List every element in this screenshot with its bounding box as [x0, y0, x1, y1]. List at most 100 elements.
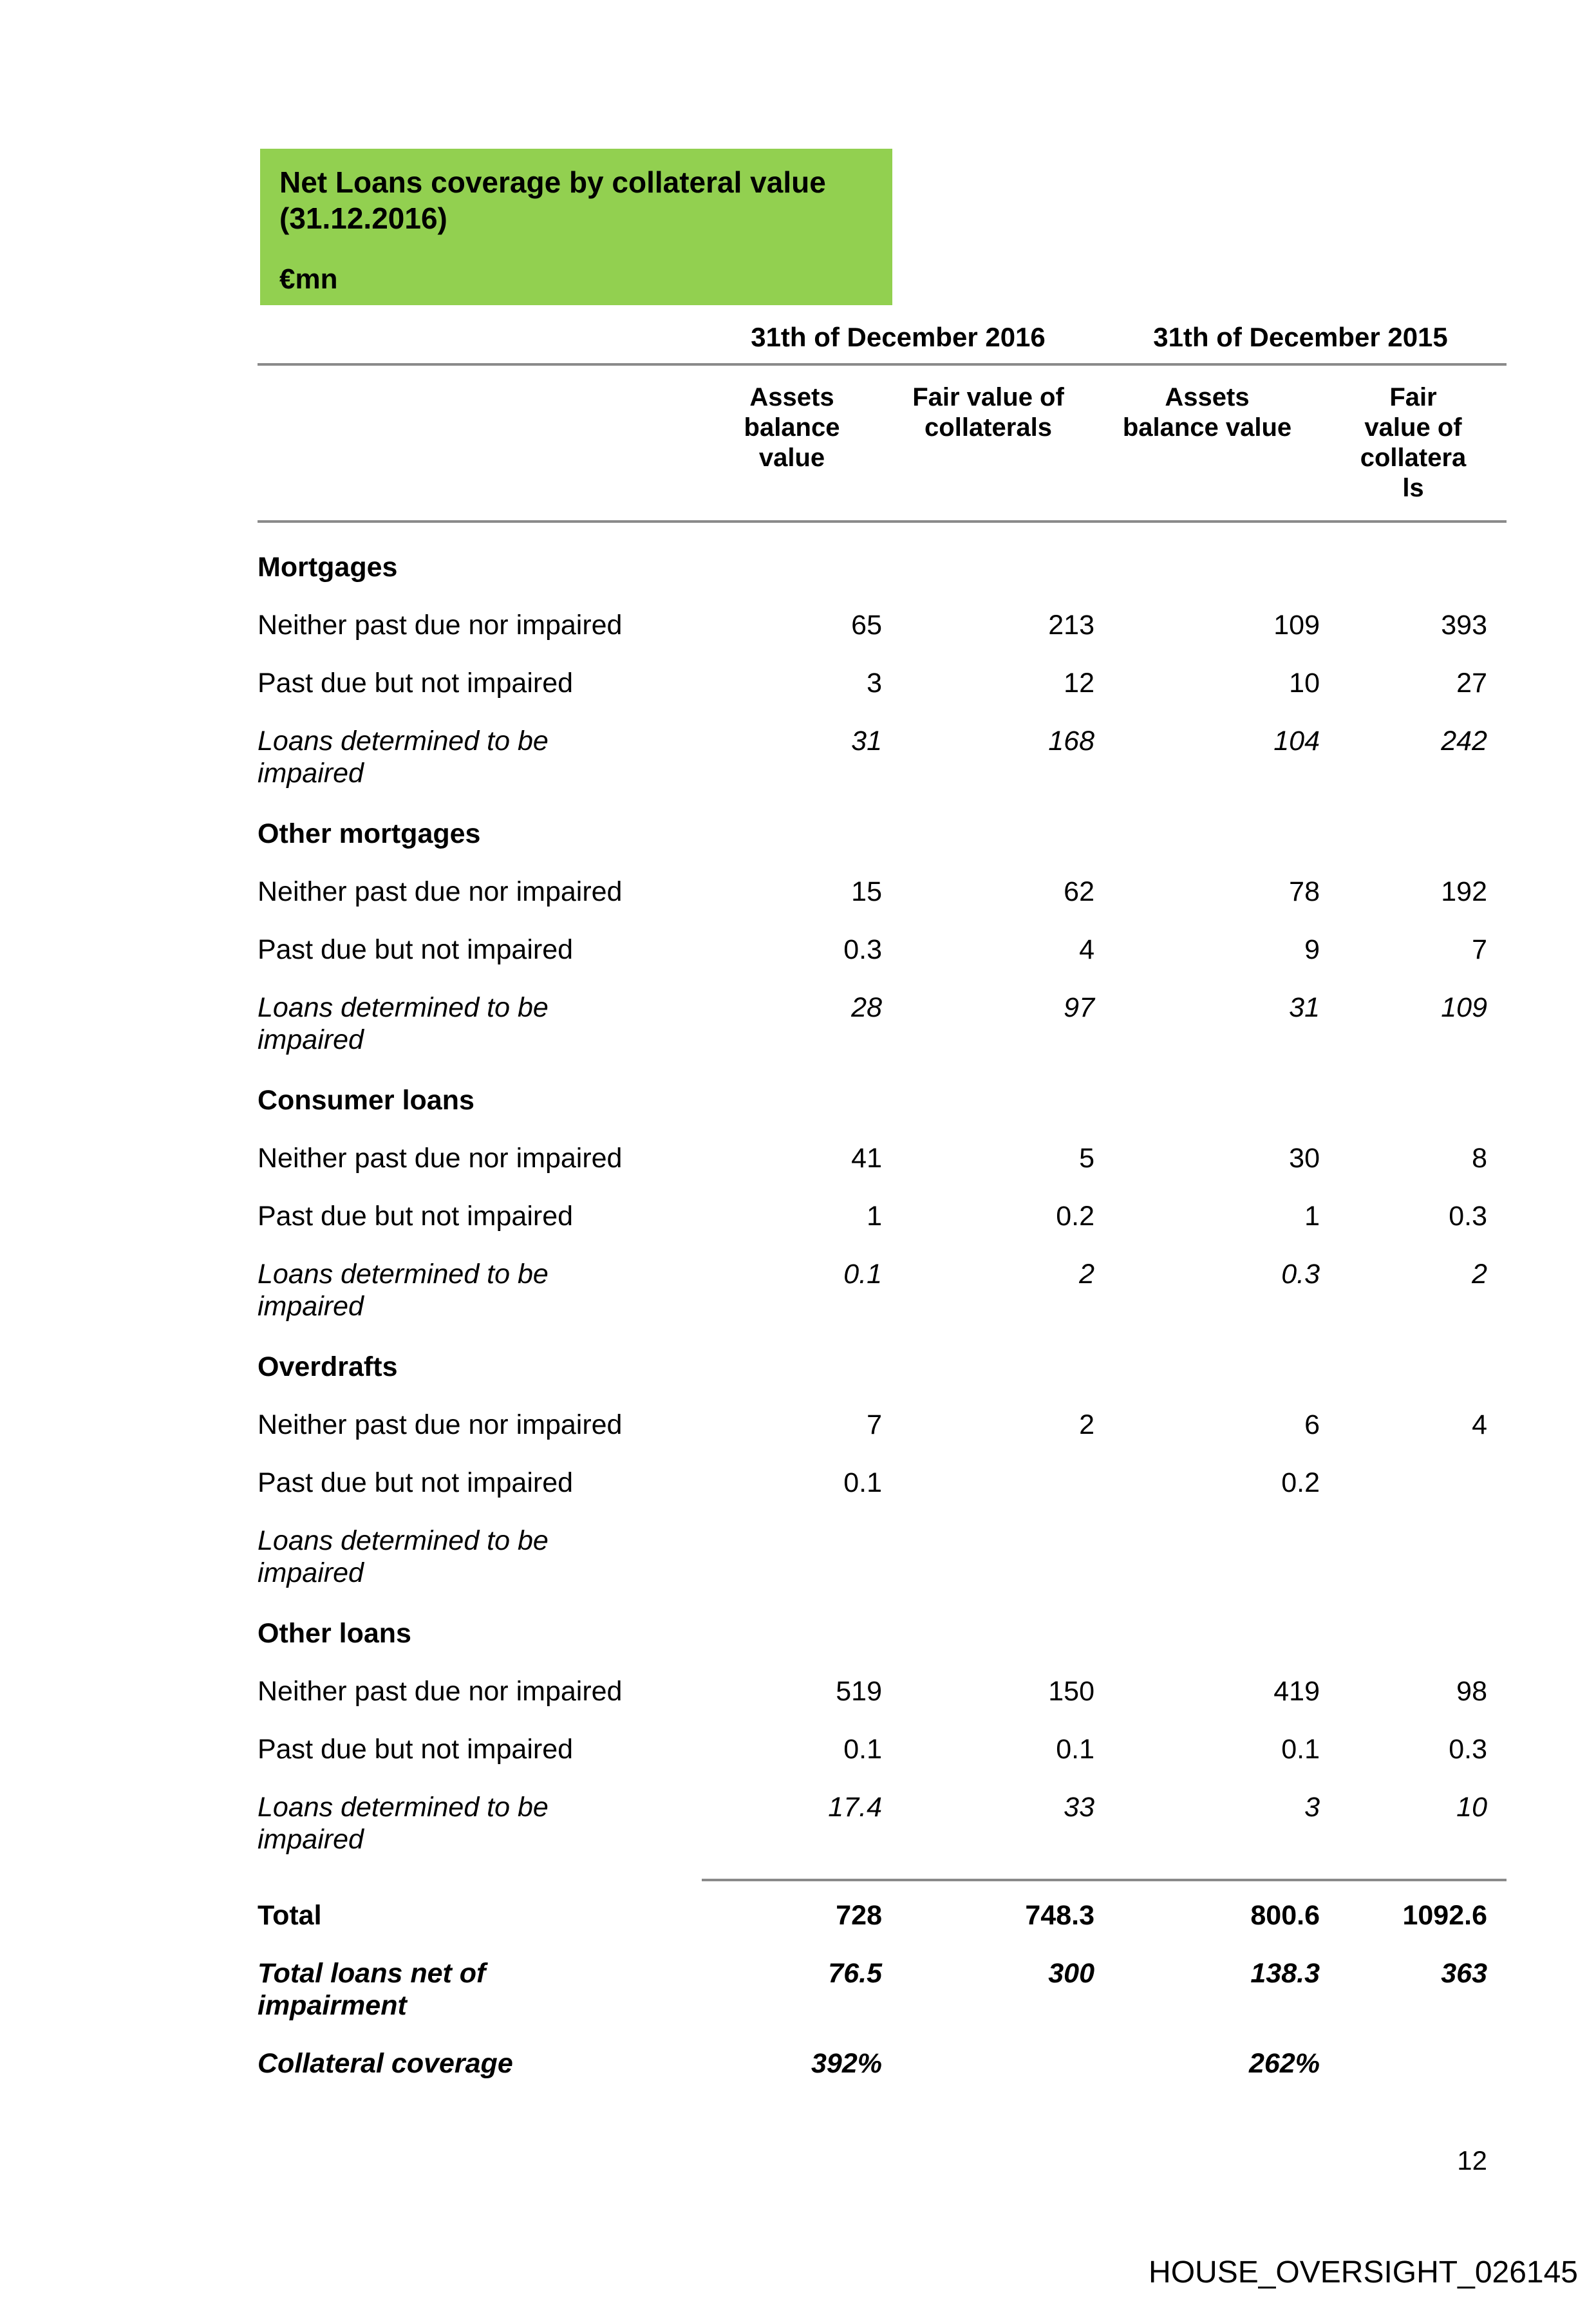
- row-label: Neither past due nor impaired: [258, 1409, 623, 1440]
- row-label: Loans determined to be impaired: [258, 1525, 549, 1588]
- cell-2015-fair: 4: [1472, 1409, 1487, 1440]
- table-row: Loans determined to be impaired 31 168 1…: [258, 725, 1507, 789]
- cell-2016-fair: [882, 1525, 1094, 1589]
- cell-2016-fair: 5: [1079, 1143, 1094, 1174]
- table-rule-top: [258, 363, 1507, 366]
- row-label: Past due but not impaired: [258, 1467, 574, 1498]
- cell-2015-assets: 104: [1273, 726, 1320, 757]
- row-label: Loans determined to be impaired: [258, 1259, 549, 1322]
- cell-2016-assets: 728: [836, 1900, 882, 1931]
- cell-2016-assets: 392%: [811, 2048, 882, 2079]
- cell-2015-fair: 393: [1441, 610, 1487, 641]
- report-title: Net Loans coverage by collateral value (…: [279, 165, 826, 235]
- table-row: Past due but not impaired 0.3 4 9 7: [258, 934, 1507, 966]
- cell-2016-assets: 519: [836, 1676, 882, 1707]
- cell-2016-assets: 3: [867, 668, 882, 699]
- table-row: Past due but not impaired 1 0.2 1 0.3: [258, 1200, 1507, 1232]
- cell-2015-fair: [1320, 2047, 1507, 2080]
- row-label: Past due but not impaired: [258, 1734, 574, 1765]
- cell-2016-assets: 7: [867, 1409, 882, 1440]
- table-row-collateral-coverage: Collateral coverage 392% 262%: [258, 2047, 1507, 2080]
- table-rule-total: [702, 1879, 1507, 1881]
- cell-2015-fair: 7: [1472, 934, 1487, 965]
- row-label: Collateral coverage: [258, 2048, 513, 2079]
- table-row-section-overdrafts: Overdrafts: [258, 1351, 1507, 1383]
- cell-2015-fair: 10: [1456, 1792, 1487, 1823]
- subheader-2015-fair-value: Fair value of collaterals: [1360, 383, 1467, 502]
- cell-2016-fair: [882, 2047, 1094, 2080]
- row-label: Total: [258, 1900, 322, 1931]
- cell-2015-assets: 31: [1289, 992, 1320, 1023]
- cell-2015-fair: 363: [1441, 1958, 1487, 1989]
- cell-2016-fair: 300: [1048, 1958, 1094, 1989]
- subheader-2015-assets: Assets balance value: [1122, 383, 1292, 442]
- group-header-2016: 31th of December 2016: [751, 322, 1046, 352]
- row-label: Mortgages: [258, 552, 398, 583]
- cell-2016-assets: 65: [851, 610, 882, 641]
- cell-2016-fair: 0.1: [1056, 1734, 1094, 1765]
- cell-2015-assets: 138.3: [1250, 1958, 1320, 1989]
- row-label: Past due but not impaired: [258, 1201, 574, 1232]
- cell-2016-fair: 12: [1064, 668, 1094, 699]
- row-label: Other mortgages: [258, 818, 481, 849]
- table-row: Neither past due nor impaired 65 213 109…: [258, 609, 1507, 641]
- table-row: Loans determined to be impaired 28 97 31…: [258, 992, 1507, 1056]
- cell-2015-fair: [1320, 1525, 1507, 1589]
- group-header-spacer: [258, 322, 702, 353]
- cell-2015-assets: 419: [1273, 1676, 1320, 1707]
- cell-2016-fair: 62: [1064, 876, 1094, 907]
- cell-2016-fair: 213: [1048, 610, 1094, 641]
- row-label: Neither past due nor impaired: [258, 1676, 623, 1707]
- table-group-header-row: 31th of December 2016 31th of December 2…: [258, 322, 1507, 353]
- cell-2016-assets: 31: [851, 726, 882, 757]
- cell-2016-assets: [702, 1525, 882, 1589]
- cell-2016-assets: 0.1: [843, 1259, 882, 1290]
- cell-2015-assets: 6: [1304, 1409, 1320, 1440]
- subheader-2016-assets: Assets balance value: [744, 383, 840, 472]
- cell-2016-fair: 33: [1064, 1792, 1094, 1823]
- cell-2015-fair: 1092.6: [1402, 1900, 1487, 1931]
- cell-2016-fair: 0.2: [1056, 1201, 1094, 1232]
- subheader-spacer: [258, 382, 702, 503]
- table-row: Loans determined to be impaired 17.4 33 …: [258, 1791, 1507, 1856]
- cell-2015-fair: 8: [1472, 1143, 1487, 1174]
- cell-2015-assets: 0.1: [1281, 1734, 1320, 1765]
- row-label: Total loans net of impairment: [258, 1958, 486, 2021]
- table-subheader-row: Assets balance value Fair value of colla…: [258, 366, 1507, 520]
- cell-2015-assets: 9: [1304, 934, 1320, 965]
- cell-2016-fair: 168: [1048, 726, 1094, 757]
- cell-2015-assets: 262%: [1249, 2048, 1320, 2079]
- table-row-total: Total 728 748.3 800.6 1092.6: [258, 1899, 1507, 1932]
- bates-number: HOUSE_OVERSIGHT_026145: [1149, 2255, 1578, 2289]
- row-label: Consumer loans: [258, 1085, 474, 1116]
- group-header-2015: 31th of December 2015: [1153, 322, 1448, 352]
- row-label: Loans determined to be impaired: [258, 992, 549, 1055]
- cell-2016-fair: [882, 1467, 1094, 1499]
- cell-2016-assets: 0.1: [843, 1734, 882, 1765]
- cell-2016-assets: 17.4: [828, 1792, 882, 1823]
- row-label: Past due but not impaired: [258, 934, 574, 965]
- table-row: Loans determined to be impaired 0.1 2 0.…: [258, 1258, 1507, 1322]
- cell-2016-assets: 15: [851, 876, 882, 907]
- table-row-section-other-loans: Other loans: [258, 1617, 1507, 1650]
- row-label: Loans determined to be impaired: [258, 1792, 549, 1855]
- cell-2015-assets: 10: [1289, 668, 1320, 699]
- table-row: Neither past due nor impaired 7 2 6 4: [258, 1409, 1507, 1441]
- cell-2016-fair: 2: [1079, 1259, 1094, 1290]
- row-label: Neither past due nor impaired: [258, 610, 623, 641]
- cell-2016-assets: 1: [867, 1201, 882, 1232]
- table-row-section-consumer-loans: Consumer loans: [258, 1084, 1507, 1116]
- table-row: Past due but not impaired 3 12 10 27: [258, 667, 1507, 699]
- subheader-2016-fair-value: Fair value of collaterals: [912, 383, 1064, 442]
- cell-2015-assets: 3: [1304, 1792, 1320, 1823]
- table-row: Loans determined to be impaired: [258, 1525, 1507, 1589]
- cell-2015-assets: 800.6: [1250, 1900, 1320, 1931]
- cell-2015-assets: 30: [1289, 1143, 1320, 1174]
- page-number: 12: [1457, 2145, 1487, 2176]
- table-row-section-mortgages: Mortgages: [258, 551, 1507, 583]
- cell-2015-fair: 0.3: [1449, 1734, 1487, 1765]
- cell-2016-assets: 28: [851, 992, 882, 1023]
- title-box: Net Loans coverage by collateral value (…: [260, 149, 892, 305]
- loans-coverage-table: 31th of December 2016 31th of December 2…: [258, 322, 1507, 2080]
- cell-2015-fair: 0.3: [1449, 1201, 1487, 1232]
